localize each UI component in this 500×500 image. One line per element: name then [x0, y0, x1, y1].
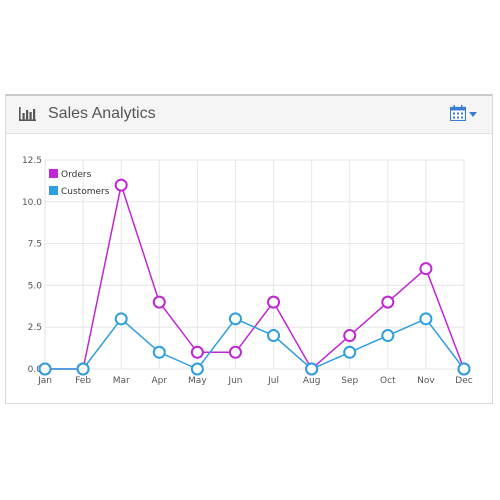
widget-header: Sales Analytics: [6, 96, 492, 134]
data-point-orders: [419, 262, 433, 276]
data-point-customers: [343, 345, 357, 359]
y-tick-label: 7.5: [28, 240, 42, 250]
y-tick-label: 12.5: [22, 156, 42, 166]
data-point-orders: [190, 345, 204, 359]
chart-series: [38, 178, 471, 376]
data-point-orders: [228, 345, 242, 359]
x-tick-label: Apr: [151, 376, 167, 386]
data-point-customers: [152, 345, 166, 359]
y-tick-label: 5.0: [28, 281, 43, 291]
y-tick-label: 0.0: [28, 365, 43, 375]
legend-label-orders: Orders: [61, 170, 92, 180]
data-point-customers: [381, 329, 395, 343]
x-tick-label: Jul: [267, 376, 279, 386]
data-point-customers: [305, 362, 319, 376]
x-tick-label: Sep: [341, 376, 358, 386]
legend-label-customers: Customers: [61, 187, 110, 197]
data-point-customers: [190, 362, 204, 376]
x-tick-label: Mar: [113, 376, 130, 386]
bar-chart-icon: [19, 107, 36, 121]
legend-swatch-customers: [49, 186, 58, 195]
y-tick-label: 2.5: [28, 323, 42, 333]
data-point-orders: [343, 329, 357, 343]
widget-title: Sales Analytics: [48, 105, 156, 122]
x-tick-label: Feb: [75, 376, 91, 386]
legend-swatch-orders: [49, 169, 58, 178]
data-point-orders: [152, 295, 166, 309]
data-point-customers: [267, 329, 281, 343]
x-tick-label: Oct: [380, 376, 396, 386]
chart-legend: Orders Customers: [49, 169, 110, 197]
x-tick-label: Jun: [227, 376, 242, 386]
y-axis: 0.0 2.5 5.0 7.5 10.0 12.5: [22, 156, 42, 375]
x-tick-label: Jan: [37, 376, 52, 386]
sales-line-chart: 0.02.55.07.510.012.5 Jan Feb Mar Apr May Jun J…: [22, 156, 473, 386]
data-point-customers: [228, 312, 242, 326]
x-tick-label: May: [188, 376, 207, 386]
data-point-orders: [114, 178, 128, 192]
caret-down-icon[interactable]: [469, 112, 477, 117]
data-point-orders: [267, 295, 281, 309]
data-point-orders: [381, 295, 395, 309]
calendar-icon[interactable]: [450, 105, 466, 121]
series-line-customers: [45, 317, 465, 370]
sales-analytics-widget: Sales Analytics 0.0 2.5 5.0 7.5 10.0 12.5 Jan…: [5, 94, 493, 404]
x-tick-label: Dec: [455, 376, 472, 386]
data-point-customers: [419, 312, 433, 326]
x-tick-label: Aug: [303, 376, 321, 386]
y-tick-label: 10.0: [22, 198, 42, 208]
x-tick-label: Nov: [417, 376, 435, 386]
data-point-customers: [38, 362, 52, 376]
data-point-customers: [457, 362, 471, 376]
data-point-customers: [114, 312, 128, 326]
series-line-orders: [45, 182, 465, 371]
data-point-customers: [76, 362, 90, 376]
date-range-dropdown[interactable]: [450, 105, 484, 125]
x-axis: Jan Feb Mar Apr May Jun Jul Aug Sep Oct Nov Dec: [37, 376, 473, 386]
